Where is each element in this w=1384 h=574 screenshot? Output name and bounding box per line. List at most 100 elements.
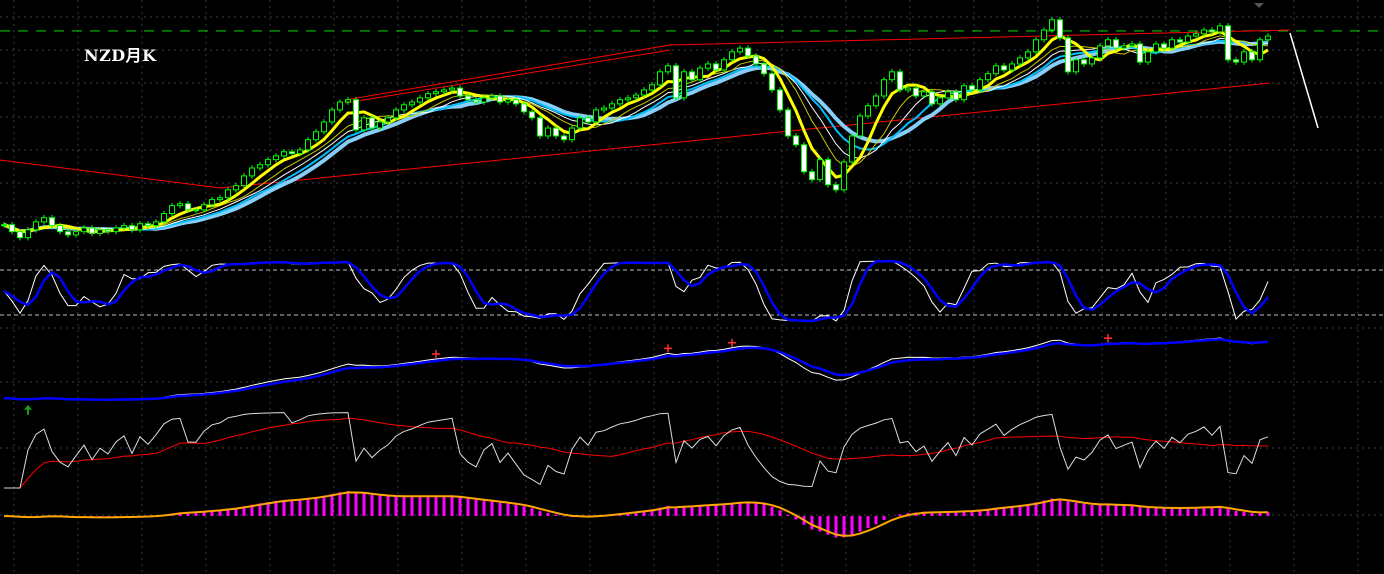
candle-body (1201, 29, 1207, 35)
candle-body (809, 171, 815, 181)
candle-body (1025, 51, 1031, 59)
candle-body (289, 151, 295, 155)
candle-body (913, 87, 919, 97)
candle-body (777, 89, 783, 111)
candle-body (697, 67, 703, 81)
candle-body (665, 65, 671, 73)
candle-body (1137, 43, 1143, 63)
candle-body (457, 87, 463, 97)
candle-body (313, 131, 319, 141)
candle-body (361, 117, 367, 131)
candle-body (673, 65, 679, 99)
ma-band-line (3, 39, 1269, 233)
candle-body (33, 221, 39, 231)
candle-body (993, 65, 999, 75)
candle-body (609, 103, 615, 109)
candle-body (1217, 25, 1223, 33)
candle-body (1113, 39, 1119, 49)
pane2-fast-line (3, 337, 1269, 401)
candle-body (1065, 37, 1071, 73)
candle-body (337, 101, 343, 111)
candle-body (849, 135, 855, 163)
candle-body (1001, 65, 1007, 71)
buy-signal-arrow (24, 404, 32, 415)
candle-body (641, 89, 647, 96)
candle-body (153, 221, 159, 227)
candle-body (569, 127, 575, 141)
candle-body (1249, 51, 1255, 61)
candle-body (769, 73, 775, 91)
candle-body (233, 185, 239, 191)
candle-body (1145, 51, 1151, 63)
candle-body (1009, 63, 1015, 71)
candle-body (129, 225, 135, 231)
candle-body (1265, 35, 1271, 41)
candle-body (953, 91, 959, 101)
candle-body (321, 121, 327, 133)
candle-body (649, 84, 655, 91)
candle-body (209, 199, 215, 206)
candle-body (761, 63, 767, 75)
candle-body (977, 79, 983, 91)
candle-body (945, 91, 951, 99)
candle-body (537, 117, 543, 137)
candle-body (721, 59, 727, 71)
candle-body (737, 47, 743, 53)
candle-body (329, 109, 335, 123)
candle-body (1225, 25, 1231, 61)
candle-body (1129, 43, 1135, 47)
candle-body (1105, 39, 1111, 47)
rsi-ma-line (4, 417, 1269, 489)
candle-body (393, 109, 399, 119)
candle-body (113, 227, 119, 233)
candle-body (473, 99, 479, 103)
candle-body (553, 127, 559, 137)
candle-body (1257, 39, 1263, 61)
candle-body (281, 151, 287, 157)
candle-body (41, 217, 47, 223)
candle-body (465, 95, 471, 101)
candle-body (241, 175, 247, 187)
candle-body (545, 127, 551, 137)
candle-body (1209, 29, 1215, 33)
candle-body (121, 225, 127, 229)
channel-upper-line-2 (344, 49, 671, 104)
candle-body (489, 95, 495, 99)
candle-body (929, 91, 935, 105)
drawn-trend-line (1289, 32, 1319, 129)
candle-body (793, 135, 799, 146)
candle-body (217, 197, 223, 201)
scroll-marker-icon (1254, 3, 1264, 8)
candle-body (353, 99, 359, 131)
candle-body (481, 97, 487, 103)
candle-body (1033, 39, 1039, 53)
candle-body (169, 205, 175, 215)
rsi-line (4, 412, 1269, 489)
candle-body (409, 101, 415, 106)
candle-body (801, 144, 807, 173)
candle-body (561, 135, 567, 141)
candle-body (729, 51, 735, 61)
candle-body (193, 209, 199, 212)
candle-body (1161, 43, 1167, 49)
candle-body (745, 47, 751, 57)
candle-body (385, 117, 391, 123)
candle-body (1097, 45, 1103, 59)
chart-title: NZD月K (84, 46, 157, 65)
candle-body (425, 93, 431, 99)
candle-body (657, 71, 663, 86)
candle-body (841, 161, 847, 191)
candle-body (625, 97, 631, 101)
candle-body (921, 91, 927, 97)
ma-slow-line (3, 35, 1269, 232)
candle-body (705, 63, 711, 69)
sell-signal-marker (664, 344, 672, 353)
stochastic-d-line (3, 259, 1269, 323)
candle-body (49, 217, 55, 227)
candle-body (865, 105, 871, 117)
ma-band-line (3, 37, 1268, 232)
candle-body (961, 85, 967, 101)
candle-body (1089, 57, 1095, 65)
